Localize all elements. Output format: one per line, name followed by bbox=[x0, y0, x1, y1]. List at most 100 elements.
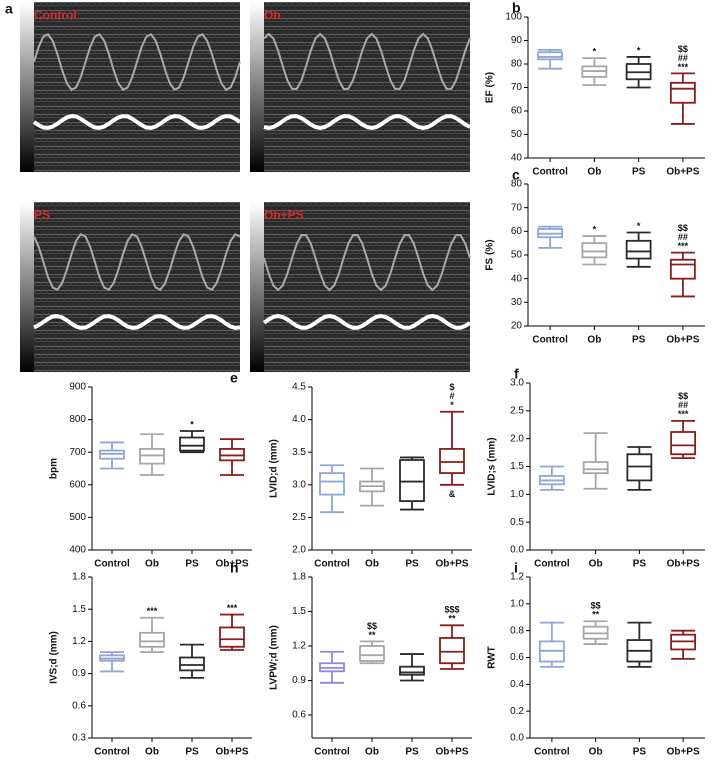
y-tick-label: 80 bbox=[511, 59, 523, 70]
significance: $$ bbox=[367, 621, 377, 631]
significance: *** bbox=[147, 606, 158, 616]
gray-scale bbox=[250, 2, 264, 172]
wall-echo bbox=[33, 33, 241, 91]
box bbox=[139, 631, 165, 648]
x-tick-label: Ob+PS bbox=[667, 747, 700, 758]
panel-letter: h bbox=[230, 560, 239, 576]
y-tick-label: 600 bbox=[69, 479, 86, 490]
significance: $$ bbox=[678, 391, 688, 401]
significance: *** bbox=[678, 241, 689, 251]
x-tick-label: Control bbox=[532, 335, 568, 346]
image-label: PS bbox=[34, 208, 50, 222]
box bbox=[399, 459, 425, 502]
x-tick-label: Control bbox=[94, 747, 130, 758]
panel-letter: f bbox=[514, 366, 519, 382]
y-tick-label: 0.9 bbox=[72, 668, 86, 679]
y-tick-label: 1.8 bbox=[292, 572, 306, 583]
x-tick-label: Control bbox=[94, 559, 130, 570]
y-tick-label: 80 bbox=[511, 179, 523, 190]
wall-echo bbox=[263, 32, 471, 90]
y-tick-label: 500 bbox=[69, 512, 86, 523]
box bbox=[439, 637, 465, 665]
y-tick-label: 50 bbox=[511, 250, 523, 261]
x-tick-label: PS bbox=[405, 747, 419, 758]
significance: $$ bbox=[678, 44, 688, 54]
x-tick-label: Control bbox=[534, 747, 570, 758]
significance: ## bbox=[678, 400, 688, 410]
x-tick-label: PS bbox=[405, 559, 419, 570]
y-tick-label: 20 bbox=[511, 321, 523, 332]
y-tick-label: 0.6 bbox=[510, 652, 524, 663]
x-tick-label: Control bbox=[314, 747, 350, 758]
y-tick-label: 1.2 bbox=[510, 572, 524, 583]
x-tick-label: PS bbox=[633, 559, 647, 570]
x-tick-label: Ob+PS bbox=[435, 747, 468, 758]
significance: $$ bbox=[591, 601, 601, 611]
y-tick-label: 400 bbox=[69, 545, 86, 556]
box bbox=[359, 645, 385, 662]
panel-letter: e bbox=[230, 370, 238, 386]
y-tick-label: 0.6 bbox=[292, 710, 306, 721]
significance: * bbox=[190, 419, 194, 429]
gray-scale bbox=[250, 202, 264, 372]
y-tick-label: 0.0 bbox=[510, 545, 524, 556]
y-axis-label: IVS;d (mm) bbox=[49, 631, 60, 684]
wall-echo bbox=[33, 314, 241, 330]
panel-letter: a bbox=[5, 1, 13, 17]
y-tick-label: 0.8 bbox=[510, 625, 524, 636]
significance: # bbox=[449, 391, 454, 401]
box bbox=[399, 665, 425, 676]
significance: * bbox=[637, 45, 641, 55]
significance: * bbox=[593, 47, 597, 57]
y-tick-label: 2.5 bbox=[292, 512, 306, 523]
x-tick-label: Ob+PS bbox=[215, 747, 248, 758]
y-tick-label: 1.0 bbox=[510, 598, 524, 609]
panel-letter: g bbox=[0, 560, 1, 576]
significance: * bbox=[637, 221, 641, 231]
y-tick-label: 90 bbox=[511, 35, 523, 46]
x-tick-label: PS bbox=[185, 747, 199, 758]
echo-image bbox=[250, 2, 470, 172]
significance: $$$ bbox=[444, 605, 459, 615]
box bbox=[625, 239, 652, 260]
box bbox=[179, 436, 205, 452]
x-tick-label: Control bbox=[532, 167, 568, 178]
x-tick-label: PS bbox=[632, 335, 646, 346]
x-tick-label: Ob bbox=[587, 167, 601, 178]
image-label: Ob+PS bbox=[264, 208, 304, 222]
image-label: Control bbox=[34, 8, 77, 22]
significance: & bbox=[449, 489, 456, 499]
box bbox=[439, 448, 465, 474]
y-axis-label: bpm bbox=[49, 458, 60, 479]
y-axis-label: RWT bbox=[487, 646, 498, 669]
wall-echo bbox=[262, 313, 472, 330]
significance: ** bbox=[448, 614, 456, 624]
x-tick-label: PS bbox=[185, 559, 199, 570]
x-tick-label: Ob bbox=[365, 559, 379, 570]
y-tick-label: 70 bbox=[511, 82, 523, 93]
x-tick-label: Ob+PS bbox=[215, 559, 248, 570]
echo-images: Control Ob PS Ob+PS bbox=[20, 2, 472, 372]
x-tick-label: Ob+PS bbox=[666, 335, 699, 346]
y-tick-label: 40 bbox=[511, 153, 523, 164]
y-tick-label: 70 bbox=[511, 202, 523, 213]
box bbox=[670, 431, 697, 456]
y-tick-label: 0.4 bbox=[510, 679, 524, 690]
significance: ## bbox=[678, 53, 688, 63]
x-tick-label: Ob bbox=[365, 747, 379, 758]
x-tick-label: Ob+PS bbox=[667, 559, 700, 570]
wall-echo bbox=[32, 114, 242, 130]
significance: *** bbox=[678, 62, 689, 72]
y-tick-label: 4.0 bbox=[292, 414, 306, 425]
y-tick-label: 0.5 bbox=[510, 517, 524, 528]
y-tick-label: 1.0 bbox=[510, 489, 524, 500]
y-tick-label: 100 bbox=[505, 12, 522, 23]
y-tick-label: 700 bbox=[69, 447, 86, 458]
x-tick-label: Ob bbox=[589, 747, 603, 758]
wall-echo bbox=[33, 233, 241, 291]
x-tick-label: Ob bbox=[145, 559, 159, 570]
significance: ** bbox=[368, 630, 376, 640]
x-tick-label: Ob bbox=[589, 559, 603, 570]
wall-echo bbox=[263, 234, 471, 292]
